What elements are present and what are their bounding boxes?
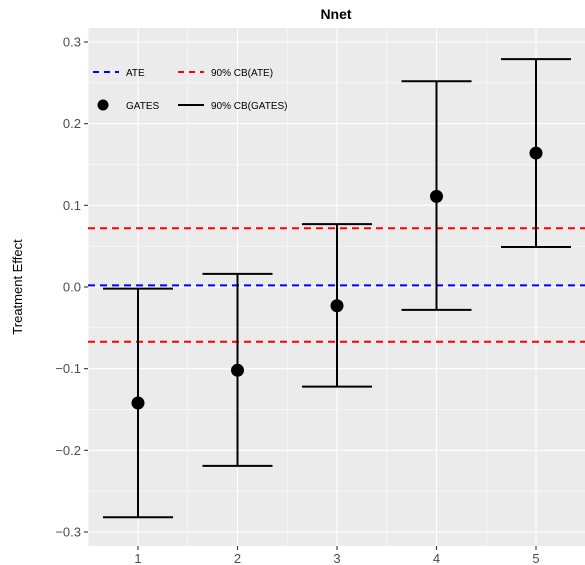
- x-tick-label: 2: [234, 551, 241, 565]
- gates-point-5: [529, 146, 543, 160]
- x-tick-label: 5: [532, 551, 539, 565]
- y-tick-label: 0.1: [63, 198, 81, 213]
- y-axis-ticks: 0.3 0.2 0.1 0.0 −0.1 −0.2 −0.3: [55, 35, 88, 540]
- y-tick-label: 0.3: [63, 35, 81, 50]
- gates-point-3: [330, 299, 344, 313]
- x-tick-label: 1: [134, 551, 141, 565]
- y-tick-label: −0.3: [55, 525, 81, 540]
- legend-label: GATES: [126, 101, 159, 112]
- legend-label: 90% CB(ATE): [211, 68, 273, 79]
- x-tick-label: 3: [333, 551, 340, 565]
- legend-item-90-cb-ate: 90% CB(ATE): [178, 68, 273, 79]
- reference-lines: [88, 227, 585, 343]
- legend-item-ate: ATE: [93, 68, 145, 79]
- chart-title: Nnet: [320, 6, 351, 22]
- legend-item-90-cb-gates: 90% CB(GATES): [178, 101, 288, 112]
- gates-point-4: [430, 189, 443, 203]
- y-tick-label: 0.0: [63, 280, 81, 295]
- x-axis-ticks: 1 2 3 4 5: [134, 546, 540, 565]
- y-tick-label: 0.2: [63, 116, 81, 131]
- y-tick-label: −0.1: [55, 361, 81, 376]
- legend: ATE 90% CB(ATE) GATES 90% CB(GATES): [93, 68, 288, 112]
- legend-key: [97, 99, 109, 111]
- legend-label: ATE: [126, 68, 145, 79]
- gridlines: [88, 28, 585, 546]
- y-axis-title: Treatment Effect: [10, 239, 25, 335]
- legend-item-gates: GATES: [97, 99, 159, 112]
- x-tick-label: 4: [433, 551, 440, 565]
- gates-points: [131, 146, 543, 410]
- gates-point-2: [231, 363, 244, 377]
- gates-point-1: [131, 396, 145, 410]
- y-tick-label: −0.2: [55, 443, 81, 458]
- legend-label: 90% CB(GATES): [211, 101, 288, 112]
